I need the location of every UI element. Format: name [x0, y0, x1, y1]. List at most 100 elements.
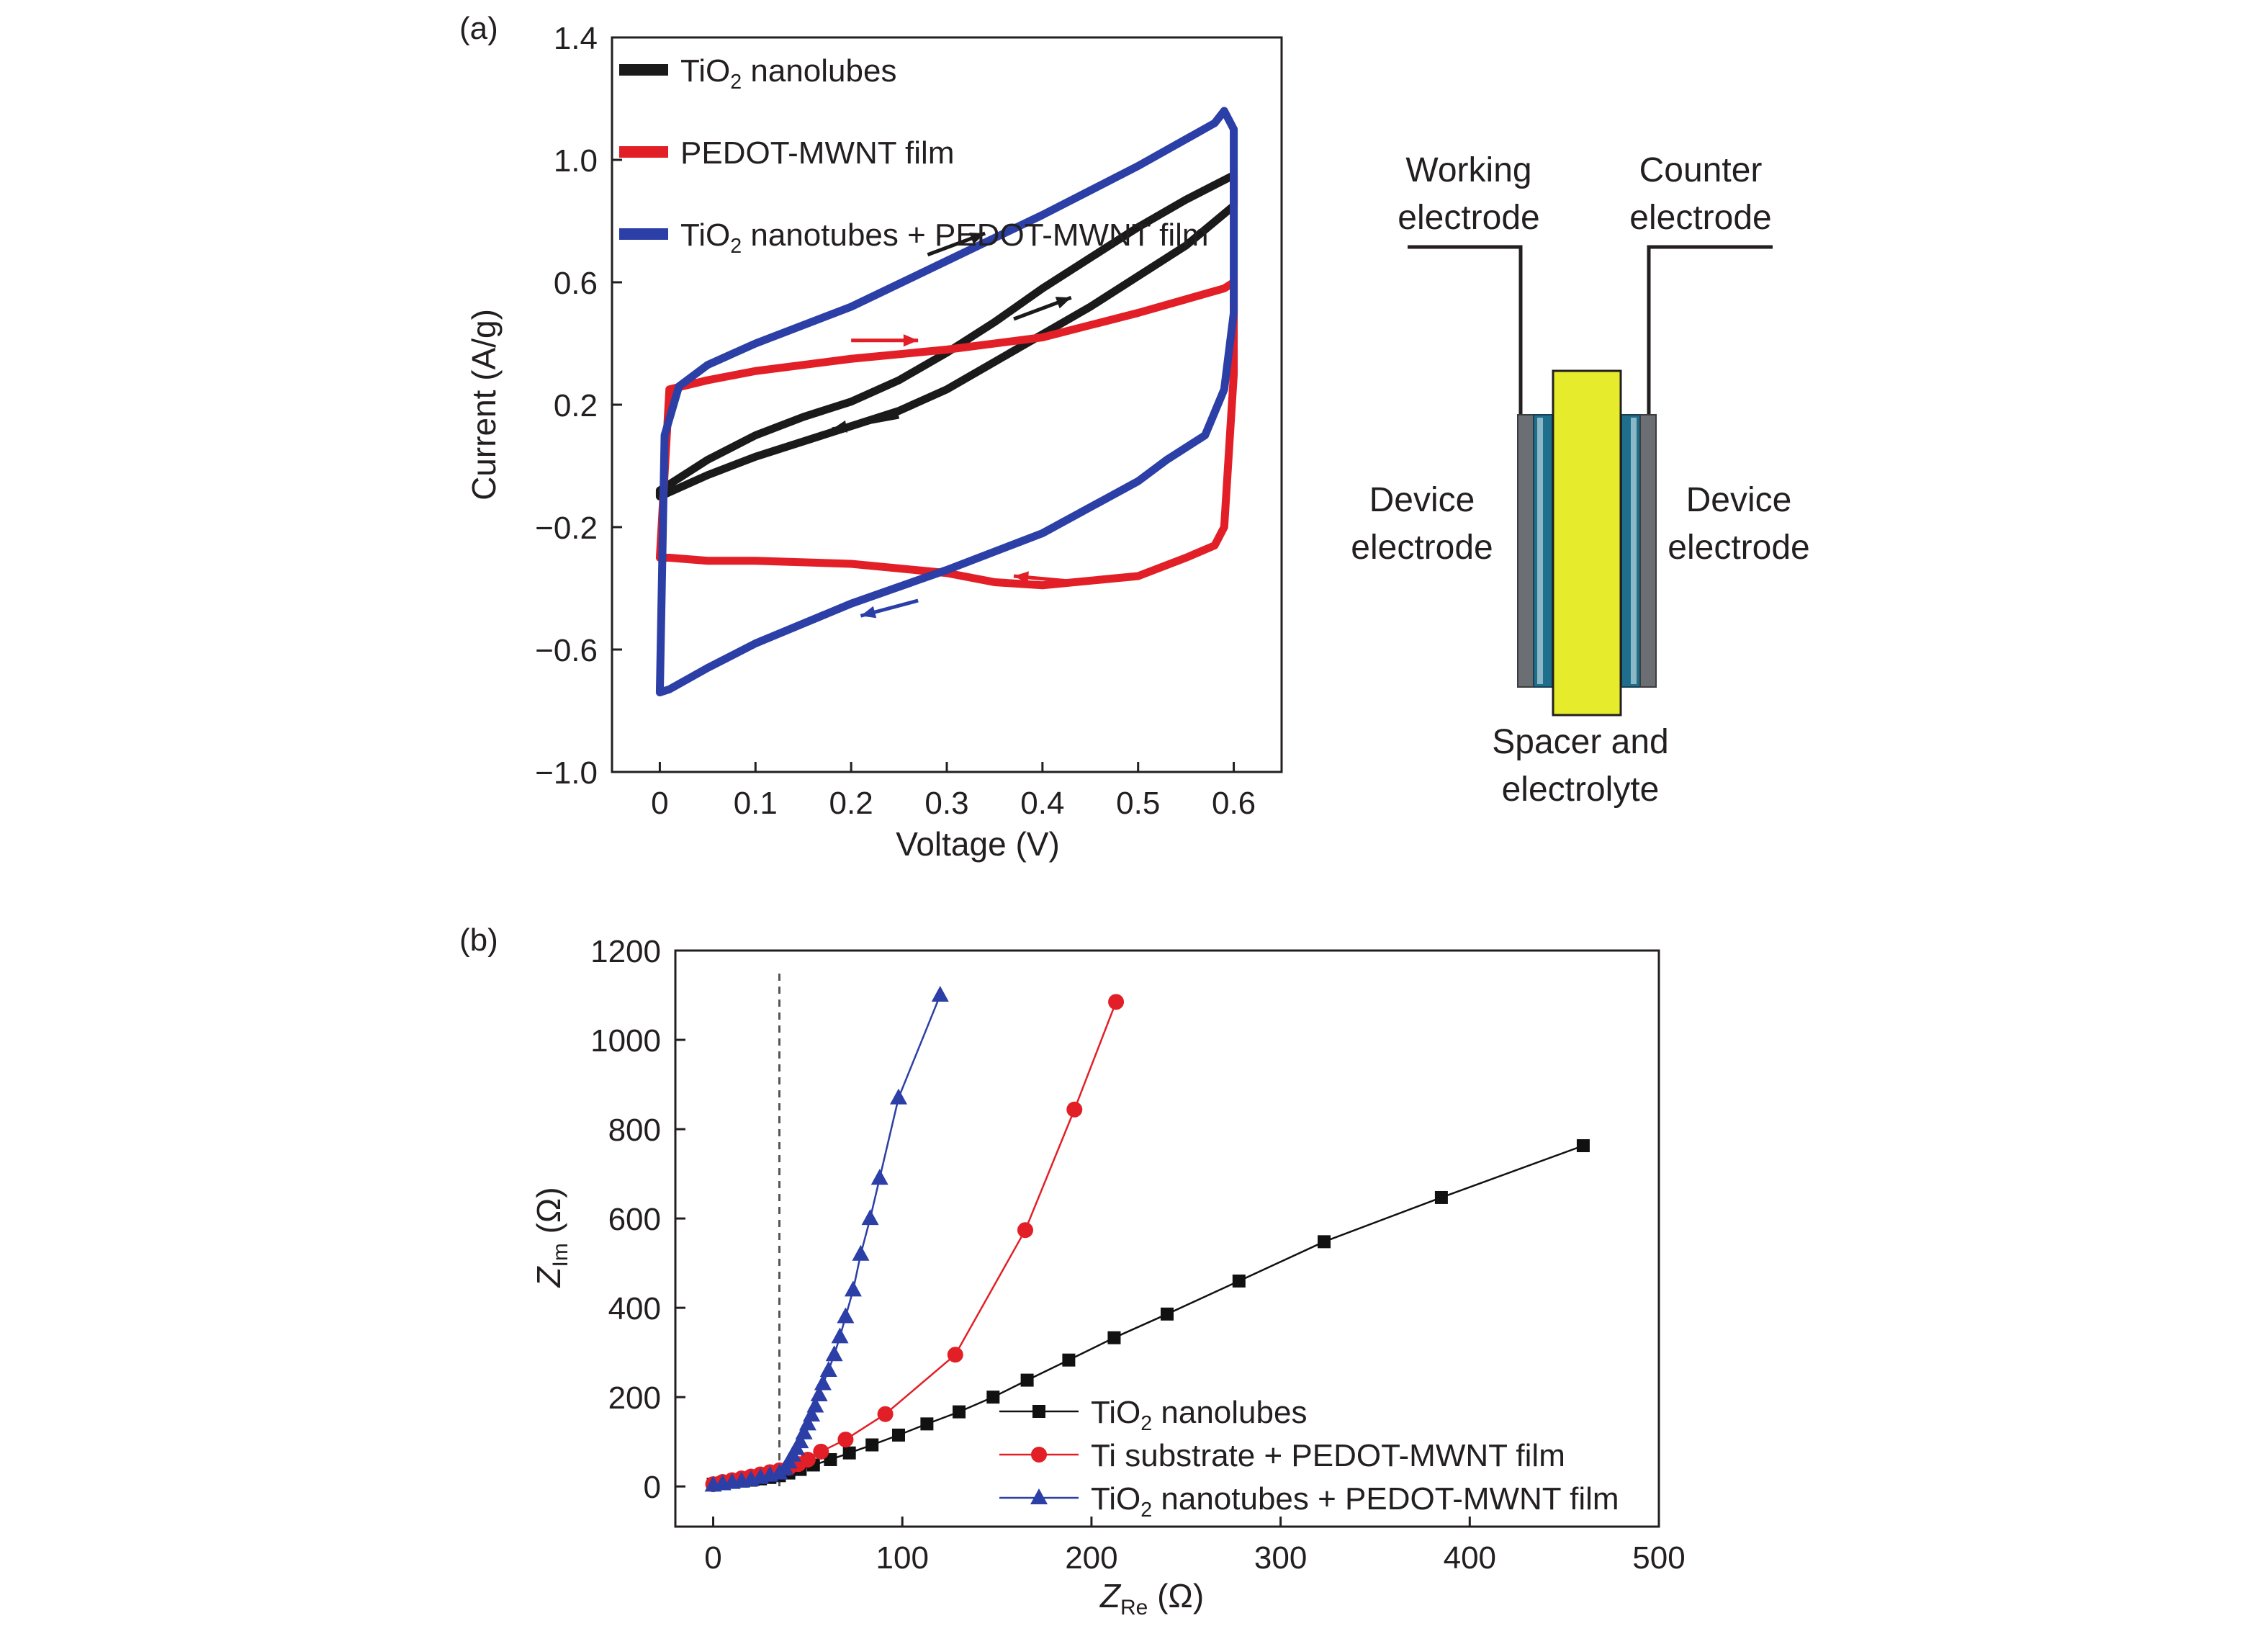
device-electrode-right-label-2: electrode [1668, 529, 1809, 567]
y-tick-label: −0.6 [535, 633, 598, 668]
data-point [953, 1405, 966, 1419]
x-tick-label: 400 [1444, 1540, 1496, 1576]
x-tick-label: 0.1 [734, 786, 778, 821]
legend-label-main: TiO [680, 217, 730, 253]
scan-direction-arrowhead [969, 233, 986, 245]
data-point [1108, 994, 1125, 1010]
nyquist-legend: TiO2 nanolubes Ti substrate + PEDOT-MWNT … [999, 1395, 1619, 1522]
data-point [870, 1169, 888, 1185]
data-point [1576, 1139, 1590, 1153]
y-tick-label: 1.4 [554, 21, 598, 56]
nyquist-series [704, 986, 1590, 1493]
y-tick-label: 1.0 [554, 143, 598, 179]
cv-y-axis-label: Current (A/g) [465, 309, 503, 500]
scan-direction-arrowhead [1014, 571, 1029, 584]
data-point [837, 1307, 855, 1324]
counter-electrode-label-1: Counter [1639, 151, 1763, 189]
legend-label-rest: nanotubes + PEDOT-MWNT film [1152, 1481, 1619, 1517]
y-tick-label: 0 [644, 1470, 661, 1505]
data-point [799, 1451, 816, 1468]
data-point [1062, 1353, 1076, 1367]
scan-direction-arrowhead [903, 334, 919, 347]
x-tick-label: 0 [651, 786, 668, 821]
data-point [803, 1405, 821, 1421]
data-point [1066, 1101, 1083, 1118]
cv-plot: 0 0.1 0.2 0.3 0.4 0.5 0.6 −1.0 −0.6 −0.2 0.2 0.6 1.0… [465, 21, 1283, 863]
cv-x-axis-label: Voltage (V) [896, 825, 1060, 863]
y-tick-label: 1000 [590, 1023, 661, 1059]
legend-label-sub: 2 [730, 235, 742, 258]
right-current-collector [1639, 414, 1657, 688]
legend-label-main: PEDOT-MWNT film [680, 135, 955, 171]
data-point [865, 1438, 879, 1452]
y-tick-label: 1200 [590, 934, 661, 969]
data-point [920, 1417, 934, 1431]
x-tick-label: 0.4 [1020, 786, 1064, 821]
y-tick-label: −1.0 [535, 755, 598, 791]
scan-direction-arrowhead [832, 420, 848, 433]
data-point [1017, 1222, 1033, 1239]
data-point [837, 1432, 854, 1448]
legend-label-main: Ti substrate + PEDOT-MWNT film [1091, 1438, 1565, 1473]
device-electrode-left-label-2: electrode [1351, 529, 1493, 567]
data-point [819, 1360, 837, 1377]
data-point [986, 1391, 1000, 1404]
data-point [813, 1443, 829, 1460]
data-point [831, 1327, 849, 1344]
y-tick-label: 0.2 [554, 388, 598, 423]
data-point [1107, 1331, 1121, 1344]
y-label-symbol: Z [530, 1266, 567, 1288]
data-point [844, 1280, 862, 1297]
data-point [947, 1347, 963, 1363]
x-tick-label: 0.5 [1116, 786, 1160, 821]
x-tick-label: 200 [1065, 1540, 1117, 1576]
x-tick-label: 100 [876, 1540, 929, 1576]
working-electrode-wire [1408, 245, 1523, 416]
legend-label-main: TiO [1091, 1481, 1140, 1517]
right-electrode-texture [1631, 418, 1637, 684]
data-point [791, 1432, 809, 1449]
legend-label: TiO2 nanotubes + PEDOT-MWNT film [1091, 1481, 1619, 1522]
cv-axis-ticks: 0 0.1 0.2 0.3 0.4 0.5 0.6 −1.0 −0.6 −0.2 0.2 0.6 1.0… [535, 21, 1256, 821]
x-tick-label: 500 [1632, 1540, 1685, 1576]
data-point [825, 1345, 843, 1362]
data-point [842, 1446, 856, 1460]
legend-label: Ti substrate + PEDOT-MWNT film [1091, 1438, 1565, 1473]
y-tick-label: 400 [608, 1291, 661, 1326]
data-point [931, 986, 949, 1002]
data-point [795, 1423, 813, 1439]
nyquist-axis-ticks: 0 100 200 300 400 500 0 200 400 600 800 1000 1200 [590, 934, 1686, 1576]
x-tick-label: 0.2 [829, 786, 873, 821]
spacer-electrolyte [1552, 369, 1622, 717]
left-current-collector [1517, 414, 1534, 688]
legend-label-sub: 2 [730, 71, 742, 94]
x-label-unit: (Ω) [1148, 1577, 1204, 1614]
data-point [806, 1396, 824, 1413]
data-point [1030, 1488, 1048, 1504]
y-tick-label: 600 [608, 1202, 661, 1237]
legend-label: TiO2 nanotubes + PEDOT-MWNT film [680, 217, 1209, 258]
legend-label-rest: nanolubes [1152, 1395, 1307, 1430]
spacer-label-1: Spacer and [1492, 723, 1669, 761]
panel-b-label: (b) [459, 922, 498, 958]
legend-label: PEDOT-MWNT film [680, 135, 955, 171]
counter-electrode-label-2: electrode [1629, 199, 1771, 237]
legend-label-sub: 2 [1140, 1499, 1152, 1522]
x-tick-label: 0 [704, 1540, 721, 1576]
nyquist-series-line [713, 994, 941, 1486]
y-label-unit: (Ω) [530, 1187, 567, 1243]
x-tick-label: 0.6 [1212, 786, 1256, 821]
data-point [891, 1428, 905, 1442]
counter-electrode-wire [1647, 245, 1773, 416]
nyquist-y-axis-label: ZIm (Ω) [530, 1187, 572, 1288]
left-electrode-texture [1537, 418, 1543, 684]
data-point [810, 1385, 828, 1402]
cv-direction-arrows [832, 231, 1081, 619]
data-point [814, 1374, 832, 1391]
y-label-subscript: Im [549, 1243, 572, 1267]
data-point [1161, 1307, 1174, 1321]
device-electrode-left-label-1: Device [1369, 481, 1475, 519]
working-electrode-label-1: Working [1405, 151, 1531, 189]
cv-curves [655, 107, 1238, 696]
